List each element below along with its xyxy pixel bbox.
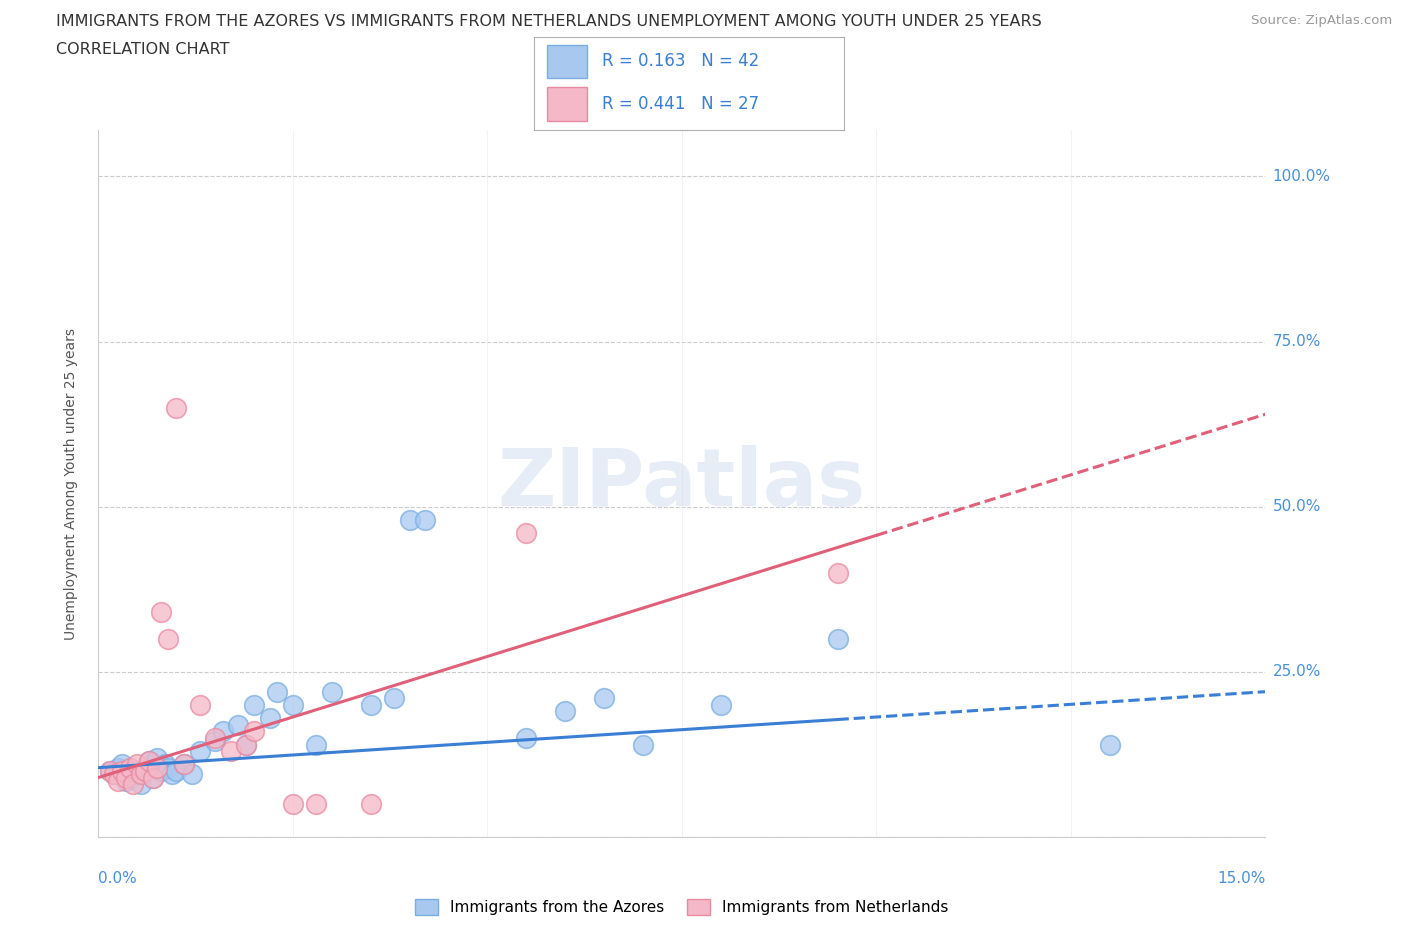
Text: CORRELATION CHART: CORRELATION CHART xyxy=(56,42,229,57)
Point xyxy=(360,698,382,712)
Point xyxy=(212,724,235,738)
Point xyxy=(305,796,328,811)
Text: R = 0.163   N = 42: R = 0.163 N = 42 xyxy=(602,52,759,71)
Point xyxy=(134,760,156,775)
Point xyxy=(235,737,257,752)
Point xyxy=(127,757,149,772)
Point xyxy=(165,764,187,778)
Point xyxy=(107,774,129,789)
Point xyxy=(631,737,654,752)
Text: 0.0%: 0.0% xyxy=(98,871,138,886)
Point xyxy=(398,512,420,527)
Point xyxy=(98,764,121,778)
Point xyxy=(281,698,304,712)
Point xyxy=(382,691,405,706)
Point xyxy=(710,698,733,712)
Point xyxy=(129,777,152,791)
Point xyxy=(259,711,281,725)
Point xyxy=(554,704,576,719)
Point xyxy=(180,767,202,782)
Point xyxy=(188,744,211,759)
Point xyxy=(114,774,136,789)
Point xyxy=(111,757,134,772)
Point xyxy=(153,757,176,772)
Point xyxy=(149,605,172,620)
Point xyxy=(321,684,343,699)
Point xyxy=(243,698,266,712)
Legend: Immigrants from the Azores, Immigrants from Netherlands: Immigrants from the Azores, Immigrants f… xyxy=(409,893,955,922)
Point xyxy=(360,796,382,811)
Point xyxy=(142,770,165,785)
Point xyxy=(827,565,849,580)
Point xyxy=(219,744,242,759)
Point xyxy=(173,757,195,772)
Point xyxy=(111,764,134,778)
Point xyxy=(266,684,288,699)
Point xyxy=(204,734,226,749)
Text: IMMIGRANTS FROM THE AZORES VS IMMIGRANTS FROM NETHERLANDS UNEMPLOYMENT AMONG YOU: IMMIGRANTS FROM THE AZORES VS IMMIGRANTS… xyxy=(56,14,1042,29)
Point xyxy=(127,767,149,782)
Point xyxy=(142,770,165,785)
Text: R = 0.441   N = 27: R = 0.441 N = 27 xyxy=(602,95,759,113)
Point xyxy=(593,691,616,706)
Point xyxy=(515,730,537,745)
Point xyxy=(243,724,266,738)
Point xyxy=(98,764,121,778)
Point xyxy=(157,760,180,775)
Text: 15.0%: 15.0% xyxy=(1218,871,1265,886)
Point xyxy=(118,770,141,785)
Point xyxy=(281,796,304,811)
Text: 50.0%: 50.0% xyxy=(1272,499,1320,514)
Y-axis label: Unemployment Among Youth under 25 years: Unemployment Among Youth under 25 years xyxy=(63,327,77,640)
Point xyxy=(114,770,136,785)
Point xyxy=(162,767,184,782)
Text: 25.0%: 25.0% xyxy=(1272,664,1320,679)
Text: 75.0%: 75.0% xyxy=(1272,334,1320,349)
Point xyxy=(146,751,169,765)
Point xyxy=(413,512,436,527)
Point xyxy=(122,764,145,778)
Point xyxy=(173,757,195,772)
Point xyxy=(134,764,156,778)
Text: 100.0%: 100.0% xyxy=(1272,169,1330,184)
Bar xyxy=(547,45,586,78)
Point xyxy=(165,400,187,415)
Text: Source: ZipAtlas.com: Source: ZipAtlas.com xyxy=(1251,14,1392,27)
Bar xyxy=(547,87,586,121)
Point xyxy=(107,760,129,775)
Point xyxy=(122,777,145,791)
Point xyxy=(515,525,537,540)
Point xyxy=(204,730,226,745)
Point xyxy=(228,717,250,732)
Point xyxy=(235,737,257,752)
Point xyxy=(129,767,152,782)
Point xyxy=(157,631,180,646)
Point xyxy=(138,753,160,768)
Text: ZIPatlas: ZIPatlas xyxy=(498,445,866,523)
Point xyxy=(103,767,125,782)
Point xyxy=(118,760,141,775)
Point xyxy=(103,767,125,782)
Point xyxy=(149,764,172,778)
Point xyxy=(305,737,328,752)
Point xyxy=(188,698,211,712)
Point xyxy=(827,631,849,646)
Point xyxy=(138,753,160,768)
Point xyxy=(146,760,169,775)
Point xyxy=(1098,737,1121,752)
